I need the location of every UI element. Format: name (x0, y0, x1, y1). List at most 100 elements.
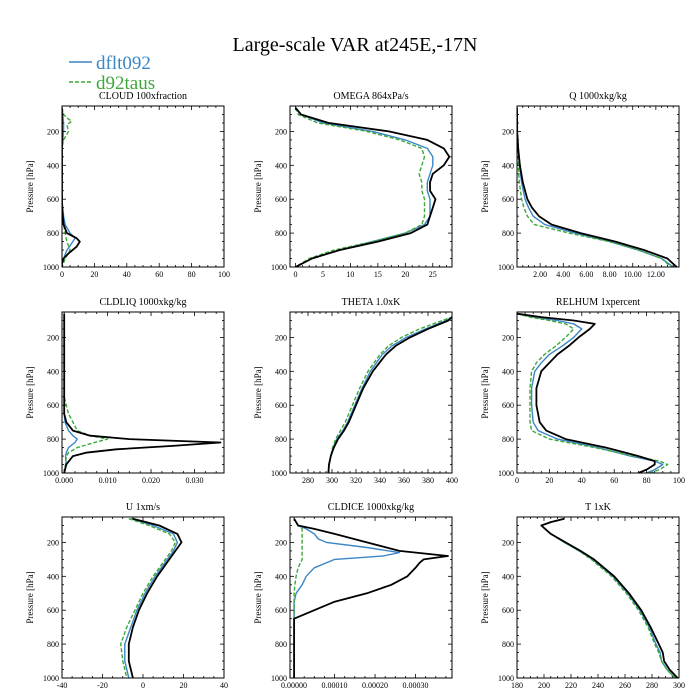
y-tick-label: 400 (47, 572, 59, 581)
y-axis-label: Pressure [hPa] (25, 366, 35, 418)
y-tick-label: 600 (47, 606, 59, 615)
figure-title: Large-scale VAR at245E,-17N (233, 34, 478, 56)
legend-label-d92taus: d92taus (96, 73, 155, 94)
series-line-black (517, 312, 656, 473)
x-tick-label: -40 (57, 681, 68, 690)
x-tick-label: 0 (293, 270, 297, 279)
series-line-d92taus (517, 107, 672, 267)
x-tick-label: 10 (346, 270, 354, 279)
x-tick-label: 100 (673, 476, 685, 485)
y-tick-label: 200 (275, 538, 287, 547)
x-tick-label: 0.000 (55, 476, 73, 485)
x-tick-label: 380 (422, 476, 434, 485)
panel-title: CLDICE 1000xkg/kg (328, 502, 414, 513)
panel-6: U 1xm/s Pressure [hPa] -40 -20 0 20 40 200 400 60… (25, 502, 228, 690)
x-tick-label: 0.00020 (362, 681, 388, 690)
x-tick-label: 20 (90, 270, 98, 279)
series-line-black (63, 313, 222, 473)
y-tick-label: 800 (502, 229, 514, 238)
y-tick-label: 200 (502, 127, 514, 136)
y-tick-label: 400 (47, 367, 59, 376)
panel-4: THETA 1.0xK Pressure [hPa] 280 300 320 340 360… (253, 297, 458, 485)
x-tick-label: 0 (141, 681, 145, 690)
y-tick-label: 1000 (271, 469, 287, 478)
x-tick-label: 400 (446, 476, 458, 485)
y-tick-label: 400 (275, 367, 287, 376)
x-tick-label: 320 (350, 476, 362, 485)
y-tick-label: 400 (502, 367, 514, 376)
plot-frame (516, 105, 680, 268)
panel-8: T 1xK Pressure [hPa] 180 200 220 240 260 280 300… (480, 502, 685, 690)
panel-title: THETA 1.0xK (342, 297, 401, 308)
series-line-dflt092 (63, 313, 78, 473)
series-line-d92taus (517, 313, 669, 473)
x-tick-label: -20 (97, 681, 108, 690)
panel-title: OMEGA 864xPa/s (333, 91, 408, 102)
series-line-dflt092 (517, 313, 664, 473)
x-tick-label: 80 (643, 476, 651, 485)
x-tick-label: 40 (123, 270, 131, 279)
x-tick-label: 4.00 (556, 270, 570, 279)
y-tick-label: 800 (502, 640, 514, 649)
series-line-black (62, 107, 81, 267)
panel-title: CLDLIQ 1000xkg/kg (100, 297, 187, 308)
panel-7: CLDICE 1000xkg/kg Pressure [hPa] 0.00000 0.… (253, 502, 453, 690)
y-tick-label: 1000 (43, 263, 59, 272)
y-axis-label: Pressure [hPa] (25, 160, 35, 212)
series-line-black (517, 107, 678, 267)
x-tick-label: 280 (646, 681, 658, 690)
x-tick-label: 15 (374, 270, 382, 279)
y-tick-label: 1000 (43, 674, 59, 683)
panel-title: CLOUD 100xfraction (99, 91, 187, 102)
y-tick-label: 1000 (271, 674, 287, 683)
series-line-dflt092 (517, 107, 674, 267)
y-tick-label: 200 (502, 538, 514, 547)
x-tick-label: 20 (180, 681, 188, 690)
series-line-d92taus (63, 313, 109, 473)
y-tick-label: 800 (275, 435, 287, 444)
y-tick-label: 800 (47, 640, 59, 649)
x-tick-label: 280 (302, 476, 314, 485)
x-tick-label: 240 (592, 681, 604, 690)
y-axis-label: Pressure [hPa] (253, 366, 263, 418)
y-tick-label: 400 (502, 572, 514, 581)
y-tick-label: 800 (275, 229, 287, 238)
panel-title: RELHUM 1xpercent (556, 297, 640, 308)
y-tick-label: 200 (47, 333, 59, 342)
x-tick-label: 100 (218, 270, 230, 279)
x-tick-label: 10.00 (624, 270, 642, 279)
y-tick-label: 1000 (498, 263, 514, 272)
series-line-black (293, 518, 449, 678)
series-line-d92taus (119, 518, 177, 678)
series-line-d92taus (294, 107, 426, 267)
x-tick-label: 220 (565, 681, 577, 690)
series-line-d92taus (540, 518, 676, 678)
y-tick-label: 400 (275, 572, 287, 581)
y-tick-label: 200 (502, 333, 514, 342)
series-line-d92taus (62, 107, 73, 267)
x-tick-label: 60 (155, 270, 163, 279)
y-axis-label: Pressure [hPa] (480, 366, 490, 418)
plot-frame (289, 311, 453, 474)
y-tick-label: 800 (47, 229, 59, 238)
y-tick-label: 200 (275, 333, 287, 342)
x-tick-label: 80 (188, 270, 196, 279)
series-line-d92taus (327, 316, 452, 473)
series-line-d92taus (293, 518, 303, 678)
y-tick-label: 1000 (498, 469, 514, 478)
y-tick-label: 600 (502, 401, 514, 410)
y-axis-label: Pressure [hPa] (480, 571, 490, 623)
plot-frame (61, 311, 225, 474)
x-tick-label: 40 (578, 476, 586, 485)
y-axis-label: Pressure [hPa] (253, 571, 263, 623)
y-tick-label: 400 (502, 161, 514, 170)
y-tick-label: 200 (275, 127, 287, 136)
y-tick-label: 200 (47, 538, 59, 547)
panel-title: Q 1000xkg/kg (569, 91, 627, 102)
y-tick-label: 600 (47, 401, 59, 410)
x-tick-label: 12.00 (647, 270, 665, 279)
x-tick-label: 300 (673, 681, 685, 690)
x-tick-label: 60 (610, 476, 618, 485)
panel-0: CLOUD 100xfraction Pressure [hPa] 0 20 40 60 8… (25, 91, 230, 279)
